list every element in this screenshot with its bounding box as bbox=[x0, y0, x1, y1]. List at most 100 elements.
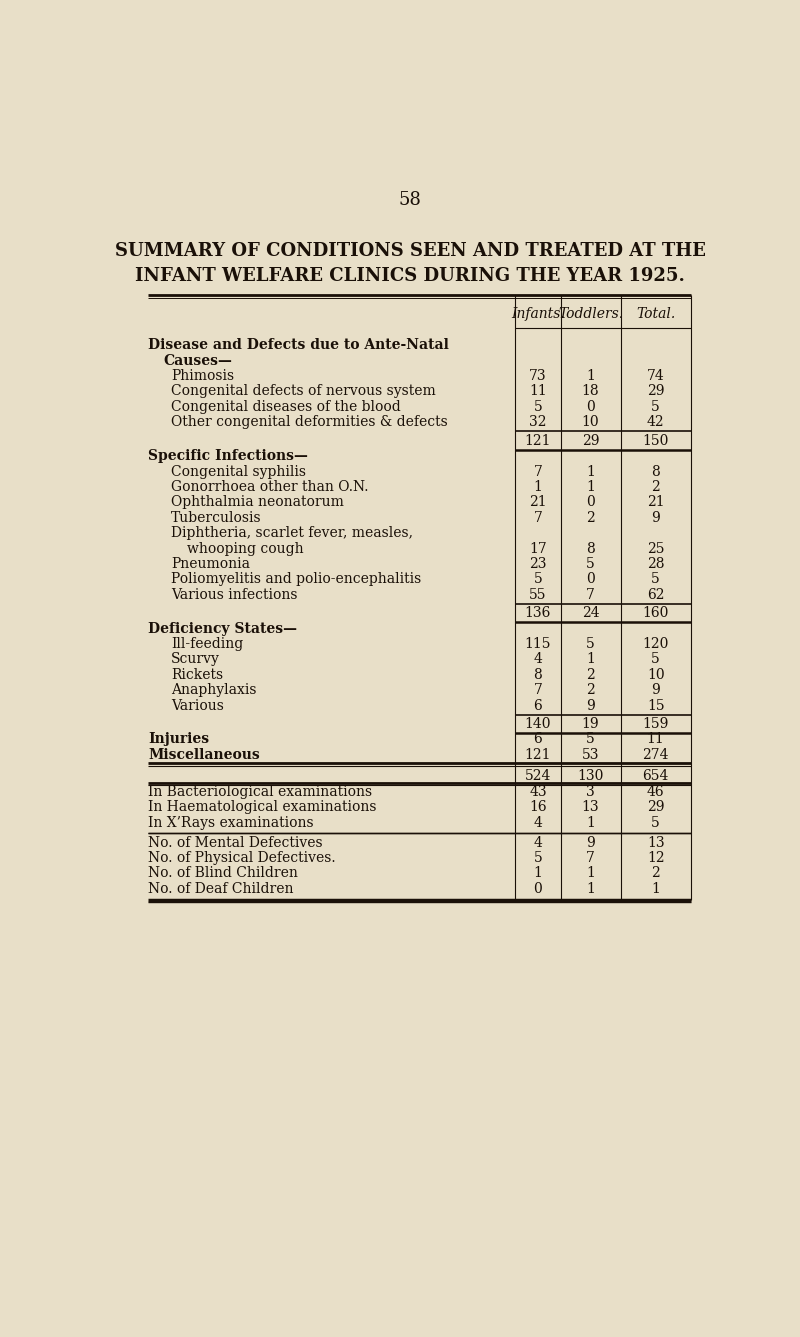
Text: 16: 16 bbox=[529, 801, 546, 814]
Text: 21: 21 bbox=[529, 495, 546, 509]
Text: 21: 21 bbox=[647, 495, 665, 509]
Text: 5: 5 bbox=[651, 652, 660, 666]
Text: 23: 23 bbox=[529, 558, 546, 571]
Text: 73: 73 bbox=[529, 369, 546, 382]
Text: Toddlers.: Toddlers. bbox=[558, 308, 623, 321]
Text: 0: 0 bbox=[534, 882, 542, 896]
Text: 1: 1 bbox=[534, 866, 542, 881]
Text: 5: 5 bbox=[534, 400, 542, 414]
Text: 9: 9 bbox=[586, 699, 595, 713]
Text: Diphtheria, scarlet fever, measles,: Diphtheria, scarlet fever, measles, bbox=[171, 527, 414, 540]
Text: 8: 8 bbox=[586, 541, 595, 555]
Text: No. of Physical Defectives.: No. of Physical Defectives. bbox=[148, 852, 336, 865]
Text: 121: 121 bbox=[525, 747, 551, 762]
Text: 5: 5 bbox=[651, 400, 660, 414]
Text: In Bacteriological examinations: In Bacteriological examinations bbox=[148, 785, 372, 798]
Text: 29: 29 bbox=[647, 801, 665, 814]
Text: Congenital syphilis: Congenital syphilis bbox=[171, 464, 306, 479]
Text: 9: 9 bbox=[651, 511, 660, 524]
Text: 150: 150 bbox=[642, 433, 669, 448]
Text: Various infections: Various infections bbox=[171, 588, 298, 602]
Text: 7: 7 bbox=[586, 852, 595, 865]
Text: 130: 130 bbox=[578, 769, 604, 782]
Text: 11: 11 bbox=[529, 385, 546, 398]
Text: In X’Rays examinations: In X’Rays examinations bbox=[148, 816, 314, 830]
Text: Total.: Total. bbox=[636, 308, 675, 321]
Text: Tuberculosis: Tuberculosis bbox=[171, 511, 262, 524]
Text: 13: 13 bbox=[647, 836, 665, 849]
Text: INFANT WELFARE CLINICS DURING THE YEAR 1925.: INFANT WELFARE CLINICS DURING THE YEAR 1… bbox=[135, 267, 685, 285]
Text: 8: 8 bbox=[534, 667, 542, 682]
Text: 43: 43 bbox=[529, 785, 546, 798]
Text: 136: 136 bbox=[525, 606, 551, 620]
Text: 29: 29 bbox=[647, 385, 665, 398]
Text: SUMMARY OF CONDITIONS SEEN AND TREATED AT THE: SUMMARY OF CONDITIONS SEEN AND TREATED A… bbox=[114, 242, 706, 261]
Text: 0: 0 bbox=[586, 495, 595, 509]
Text: 5: 5 bbox=[651, 816, 660, 830]
Text: whooping cough: whooping cough bbox=[187, 541, 303, 555]
Text: 1: 1 bbox=[586, 480, 595, 493]
Text: 8: 8 bbox=[651, 464, 660, 479]
Text: 25: 25 bbox=[647, 541, 665, 555]
Text: 1: 1 bbox=[586, 652, 595, 666]
Text: 29: 29 bbox=[582, 433, 599, 448]
Text: 0: 0 bbox=[586, 572, 595, 587]
Text: 28: 28 bbox=[647, 558, 665, 571]
Text: 121: 121 bbox=[525, 433, 551, 448]
Text: 4: 4 bbox=[534, 816, 542, 830]
Text: Specific Infections—: Specific Infections— bbox=[148, 449, 308, 463]
Text: 4: 4 bbox=[534, 836, 542, 849]
Text: 15: 15 bbox=[647, 699, 665, 713]
Text: 55: 55 bbox=[529, 588, 546, 602]
Text: 1: 1 bbox=[651, 882, 660, 896]
Text: 17: 17 bbox=[529, 541, 546, 555]
Text: 74: 74 bbox=[647, 369, 665, 382]
Text: 5: 5 bbox=[534, 572, 542, 587]
Text: Anaphylaxis: Anaphylaxis bbox=[171, 683, 257, 697]
Text: 2: 2 bbox=[586, 511, 595, 524]
Text: Rickets: Rickets bbox=[171, 667, 223, 682]
Text: 140: 140 bbox=[525, 717, 551, 731]
Text: Congenital diseases of the blood: Congenital diseases of the blood bbox=[171, 400, 401, 414]
Text: 19: 19 bbox=[582, 717, 599, 731]
Text: 11: 11 bbox=[647, 733, 665, 746]
Text: 9: 9 bbox=[586, 836, 595, 849]
Text: Various: Various bbox=[171, 699, 224, 713]
Text: 6: 6 bbox=[534, 733, 542, 746]
Text: 18: 18 bbox=[582, 385, 599, 398]
Text: No. of Mental Defectives: No. of Mental Defectives bbox=[148, 836, 322, 849]
Text: 46: 46 bbox=[647, 785, 665, 798]
Text: 7: 7 bbox=[534, 683, 542, 697]
Text: Gonorrhoea other than O.N.: Gonorrhoea other than O.N. bbox=[171, 480, 369, 493]
Text: 2: 2 bbox=[651, 480, 660, 493]
Text: 120: 120 bbox=[642, 636, 669, 651]
Text: Pneumonia: Pneumonia bbox=[171, 558, 250, 571]
Text: 5: 5 bbox=[651, 572, 660, 587]
Text: 53: 53 bbox=[582, 747, 599, 762]
Text: Poliomyelitis and polio-encephalitis: Poliomyelitis and polio-encephalitis bbox=[171, 572, 422, 587]
Text: Other congenital deformities & defects: Other congenital deformities & defects bbox=[171, 416, 448, 429]
Text: Ill-feeding: Ill-feeding bbox=[171, 636, 243, 651]
Text: 24: 24 bbox=[582, 606, 599, 620]
Text: In Haematological examinations: In Haematological examinations bbox=[148, 801, 377, 814]
Text: 5: 5 bbox=[534, 852, 542, 865]
Text: Infants.: Infants. bbox=[511, 308, 565, 321]
Text: 10: 10 bbox=[647, 667, 665, 682]
Text: Disease and Defects due to Ante-Natal: Disease and Defects due to Ante-Natal bbox=[148, 338, 449, 352]
Text: 1: 1 bbox=[586, 369, 595, 382]
Text: Injuries: Injuries bbox=[148, 733, 209, 746]
Text: 32: 32 bbox=[529, 416, 546, 429]
Text: 42: 42 bbox=[647, 416, 665, 429]
Text: Congenital defects of nervous system: Congenital defects of nervous system bbox=[171, 385, 436, 398]
Text: 1: 1 bbox=[534, 480, 542, 493]
Text: 274: 274 bbox=[642, 747, 669, 762]
Text: 58: 58 bbox=[398, 191, 422, 210]
Text: 0: 0 bbox=[586, 400, 595, 414]
Text: 1: 1 bbox=[586, 866, 595, 881]
Text: 3: 3 bbox=[586, 785, 595, 798]
Text: Ophthalmia neonatorum: Ophthalmia neonatorum bbox=[171, 495, 344, 509]
Text: 1: 1 bbox=[586, 882, 595, 896]
Text: 5: 5 bbox=[586, 558, 595, 571]
Text: 7: 7 bbox=[586, 588, 595, 602]
Text: 62: 62 bbox=[647, 588, 665, 602]
